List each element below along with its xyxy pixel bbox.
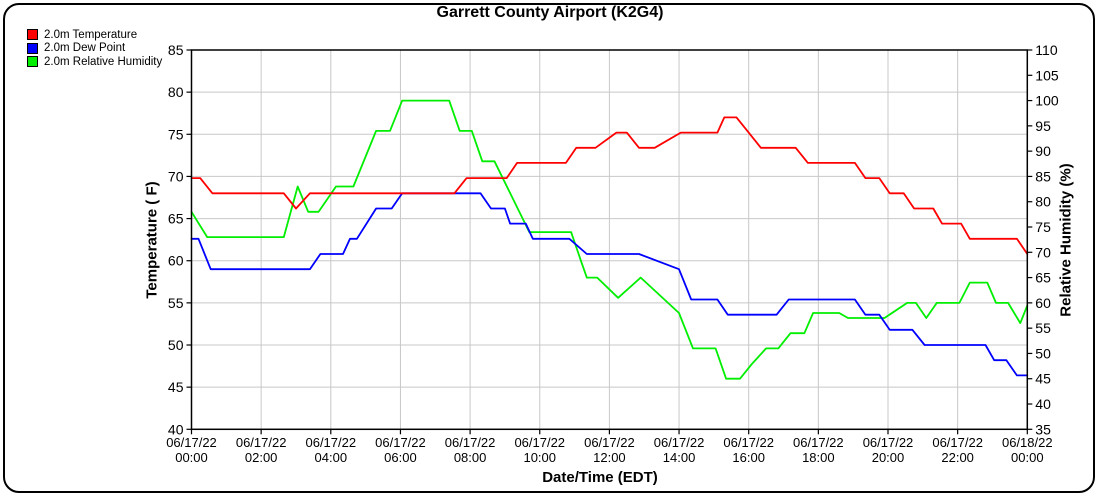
legend-label-relative-humidity: 2.0m Relative Humidity [44,55,163,68]
x-tick-date-label: 06/17/22 [863,435,914,450]
legend-swatch-temperature [27,29,38,41]
y-right-tick-label: 65 [1035,270,1051,286]
legend-swatch-dew-point [27,42,38,54]
y-right-tick-label: 75 [1035,219,1051,235]
x-tick-time-label: 16:00 [732,450,765,465]
x-tick-date-label: 06/17/22 [654,435,705,450]
x-tick-time-label: 20:00 [872,450,905,465]
y-right-tick-label: 85 [1035,168,1051,184]
legend-item-temperature: 2.0m Temperature [27,28,162,42]
y-left-tick-label: 65 [168,211,184,227]
x-tick-date-label: 06/17/22 [723,435,774,450]
y-axis-title-temperature: Temperature ( F) [143,181,161,299]
y-right-tick-label: 90 [1035,143,1051,159]
legend-swatch-relative-humidity [27,56,38,68]
y-right-tick-label: 80 [1035,194,1051,210]
y-axis-title-relative-humidity: Relative Humidity (%) [1057,163,1075,317]
y-left-tick-label: 70 [168,168,184,184]
x-axis-title: Date/Time (EDT) [542,469,658,486]
x-tick-time-label: 22:00 [941,450,974,465]
x-tick-date-label: 06/17/22 [584,435,635,450]
x-tick-date-label: 06/17/22 [932,435,983,450]
legend-item-relative-humidity: 2.0m Relative Humidity [27,55,162,69]
y-right-tick-label: 100 [1035,93,1059,109]
chart-title: Garrett County Airport (K2G4) [436,4,664,21]
y-right-tick-label: 110 [1035,42,1058,58]
series-temperature-line [190,116,1029,255]
x-tick-date-label: 06/17/22 [793,435,844,450]
x-tick-date-label: 06/17/22 [445,435,496,450]
y-right-tick-label: 40 [1035,396,1051,412]
x-tick-date-label: 06/17/22 [514,435,565,450]
y-right-tick-label: 105 [1035,67,1059,83]
x-tick-time-label: 00:00 [175,450,208,465]
legend-label-dew-point: 2.0m Dew Point [44,42,126,55]
y-right-tick-label: 50 [1035,345,1051,361]
y-left-tick-label: 60 [168,253,184,269]
y-left-tick-label: 55 [168,295,184,311]
y-left-tick-label: 85 [168,42,184,58]
x-tick-date-label: 06/18/22 [1002,435,1053,450]
x-tick-date-label: 06/17/22 [166,435,217,450]
y-left-tick-label: 40 [168,421,184,437]
x-tick-time-label: 08:00 [454,450,487,465]
y-right-tick-label: 95 [1035,118,1051,134]
x-tick-time-label: 06:00 [384,450,417,465]
y-left-tick-label: 80 [168,84,184,100]
x-tick-date-label: 06/17/22 [236,435,287,450]
y-left-tick-label: 45 [168,379,184,395]
y-right-tick-label: 70 [1035,244,1051,260]
legend-item-dew-point: 2.0m Dew Point [27,42,162,56]
y-left-tick-label: 75 [168,126,184,142]
legend: 2.0m Temperature 2.0m Dew Point 2.0m Rel… [27,28,162,69]
x-tick-time-label: 18:00 [802,450,835,465]
series-dew-point-line [190,192,1029,377]
chart-frame [3,3,1095,493]
x-tick-time-label: 02:00 [245,450,278,465]
axis-ticks [186,49,1033,435]
tick-labels: 40 45 50 55 60 65 70 75 80 85 35 40 45 50 55 60 65 70 75 80… [166,42,1059,465]
legend-label-temperature: 2.0m Temperature [44,28,138,41]
x-tick-time-label: 12:00 [593,450,626,465]
x-tick-time-label: 10:00 [523,450,556,465]
y-left-tick-label: 50 [168,337,184,353]
x-tick-time-label: 04:00 [315,450,348,465]
x-tick-date-label: 06/17/22 [305,435,356,450]
y-right-tick-label: 35 [1035,421,1051,437]
series-relative-humidity-line [190,99,1029,380]
x-tick-time-label: 00:00 [1011,450,1044,465]
y-right-tick-label: 60 [1035,295,1051,311]
gridlines [191,50,1028,430]
y-right-tick-label: 45 [1035,371,1051,387]
x-tick-date-label: 06/17/22 [375,435,426,450]
x-tick-time-label: 14:00 [663,450,696,465]
y-right-tick-label: 55 [1035,320,1051,336]
